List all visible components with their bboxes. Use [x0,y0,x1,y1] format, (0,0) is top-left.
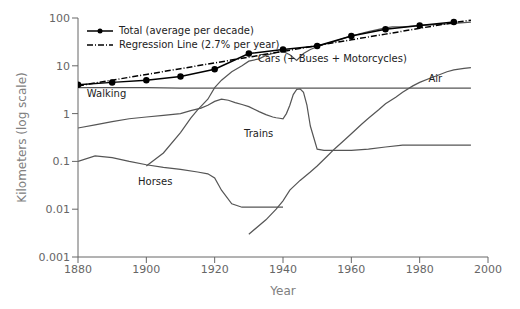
svg-text:Air: Air [429,73,444,84]
svg-text:Horses: Horses [138,176,172,187]
svg-text:1980: 1980 [406,263,434,276]
svg-text:10: 10 [56,60,70,73]
svg-text:Walking: Walking [87,88,126,99]
svg-text:1920: 1920 [201,263,229,276]
svg-text:Year: Year [269,284,295,298]
svg-text:Trains: Trains [243,128,273,139]
html-text:Regression Line (2.7% per year: Regression Line (2.7% per year) [119,39,280,50]
svg-text:1900: 1900 [132,263,160,276]
svg-text:Kilometers (log scale): Kilometers (log scale) [15,72,29,202]
svg-text:0.001: 0.001 [39,251,71,264]
svg-text:1940: 1940 [269,263,297,276]
svg-text:Cars (+ Buses + Motorcycles): Cars (+ Buses + Motorcycles) [258,53,407,64]
html-text:Total (average per decade): Total (average per decade) [119,25,254,36]
svg-text:1880: 1880 [64,263,92,276]
svg-text:2000: 2000 [474,263,502,276]
svg-text:1960: 1960 [337,263,365,276]
svg-text:100: 100 [49,12,70,25]
svg-text:0.1: 0.1 [53,155,71,168]
svg-text:1: 1 [63,108,70,121]
svg-text:0.01: 0.01 [46,203,71,216]
